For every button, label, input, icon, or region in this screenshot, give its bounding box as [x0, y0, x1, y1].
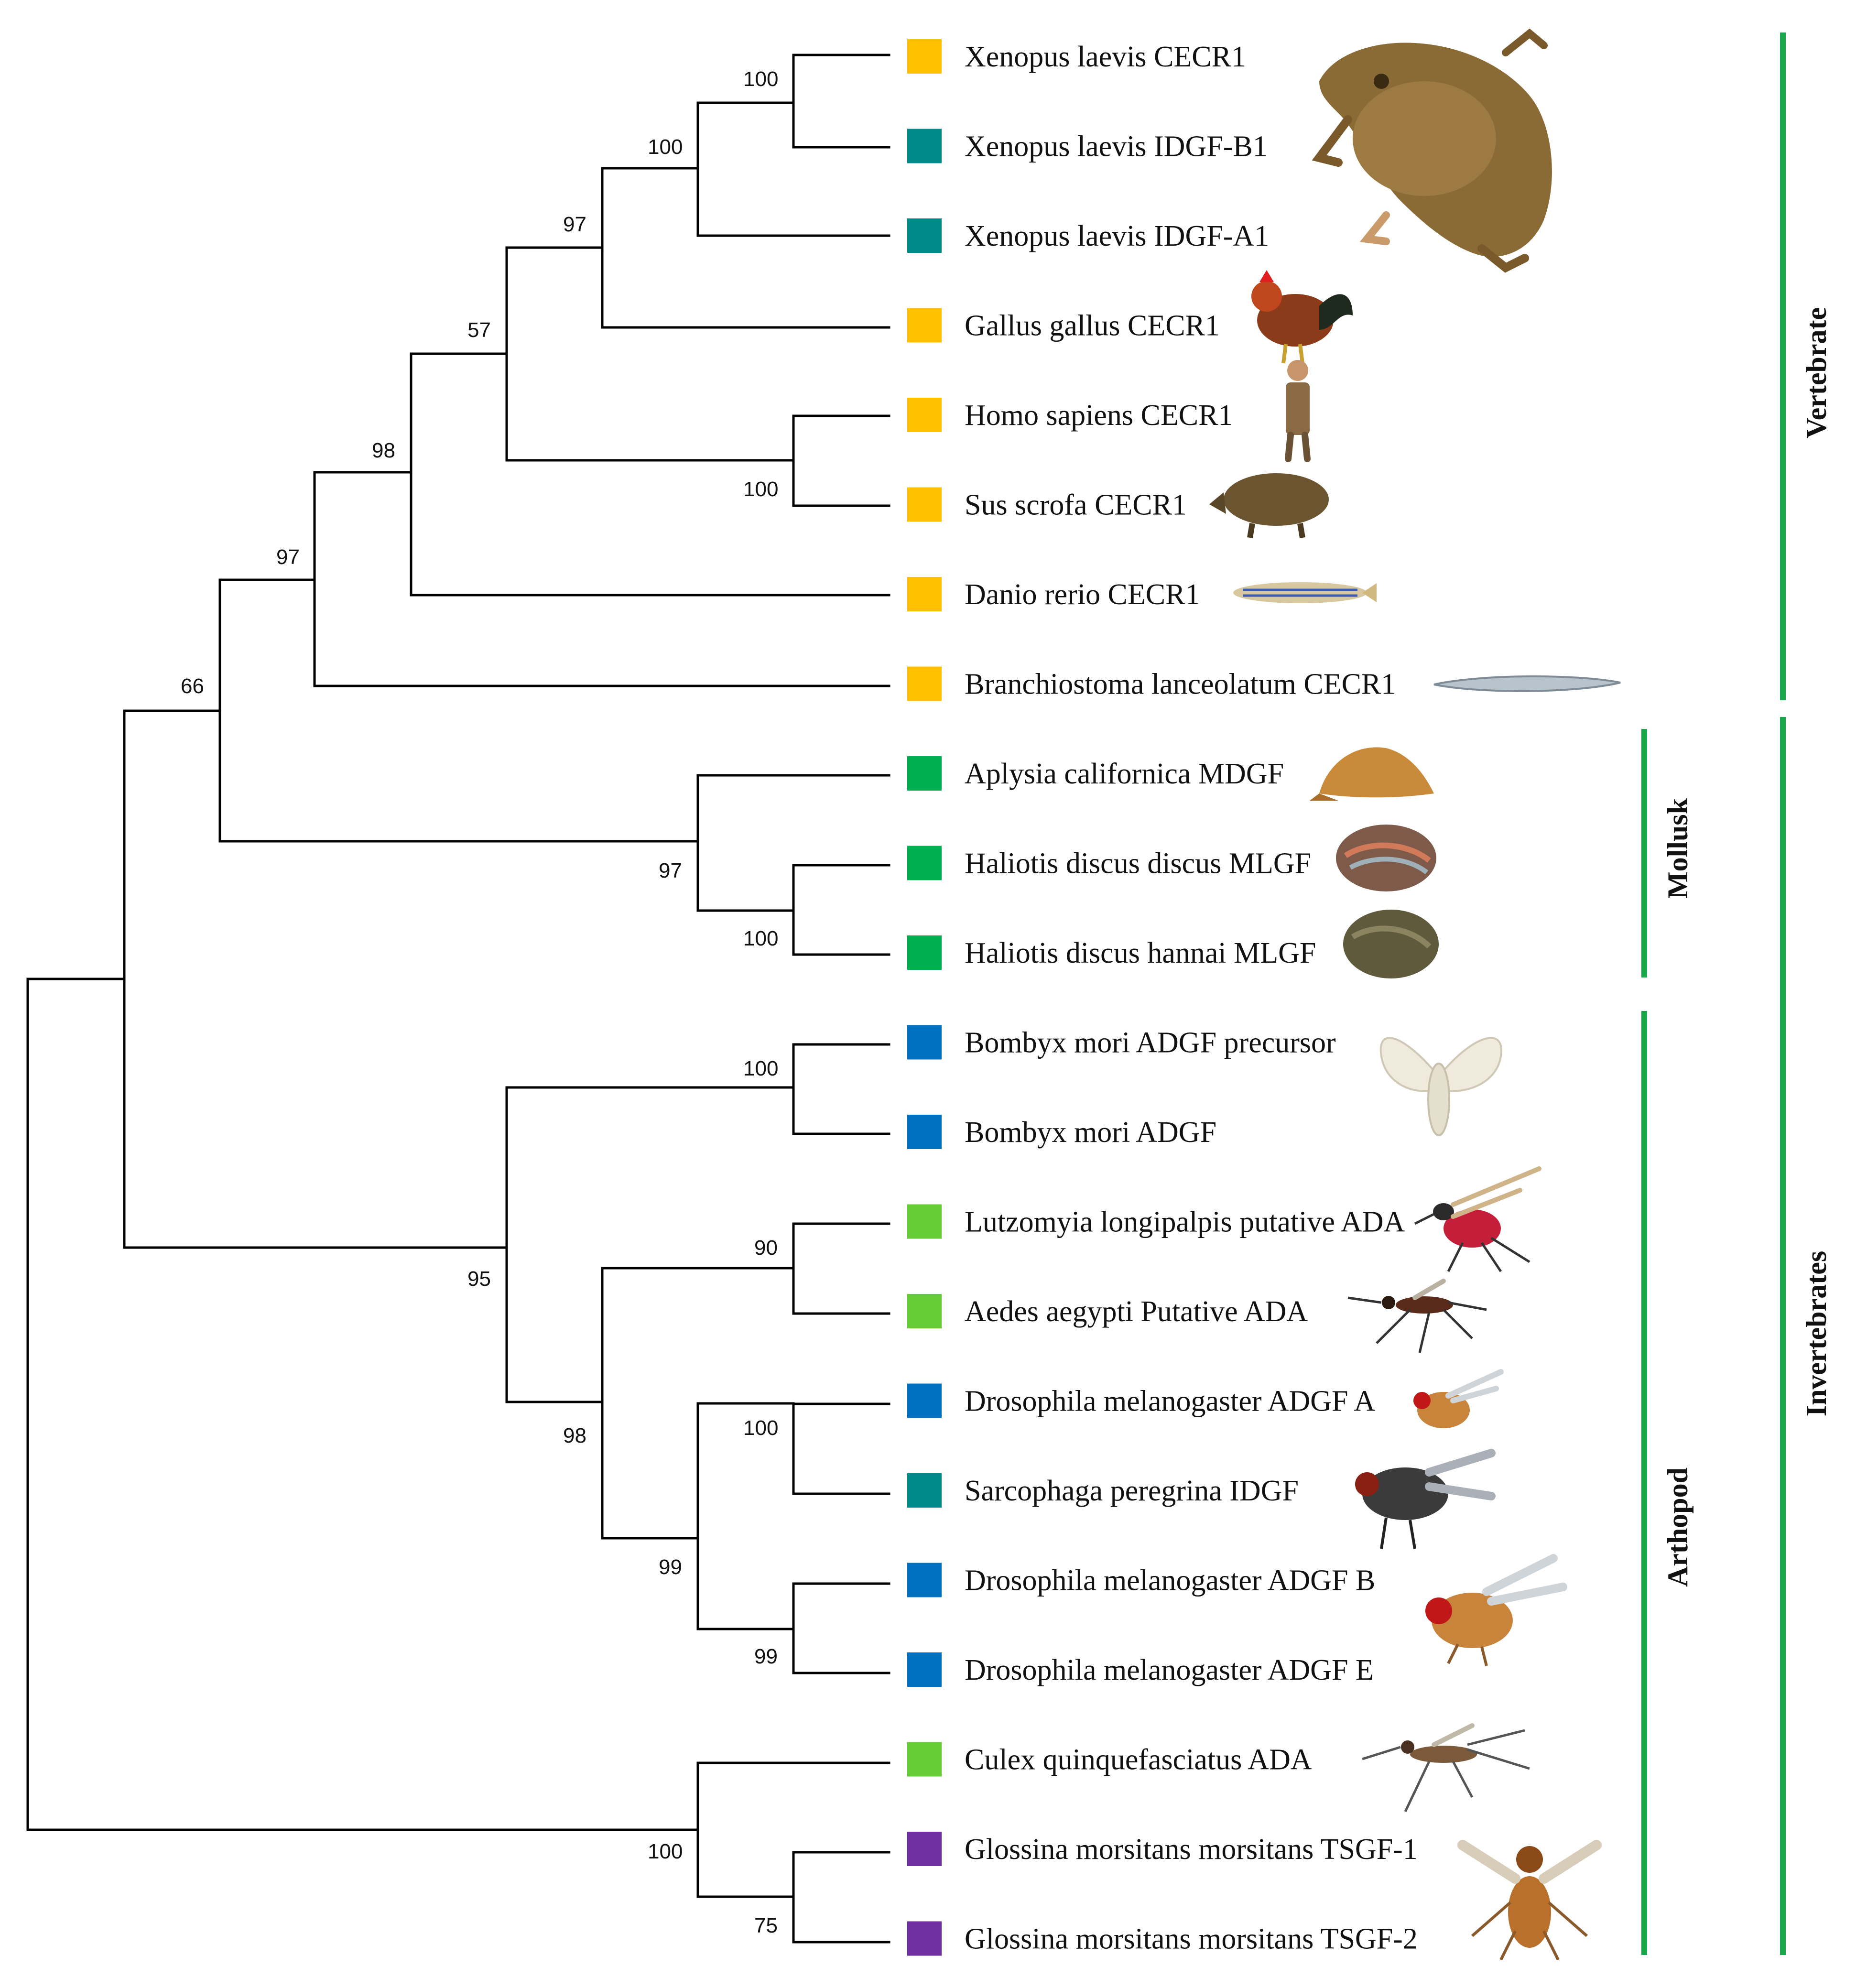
taxon-label: Danio rerio CECR1 [965, 578, 1200, 611]
moth-icon [1379, 1037, 1503, 1136]
human-icon [1285, 360, 1311, 462]
taxon-label: Aedes aegypti Putative ADA [965, 1295, 1308, 1328]
bootstrap-label: 100 [743, 1416, 778, 1440]
taxon-label: Xenopus laevis IDGF-A1 [965, 220, 1269, 252]
taxon-color-marker [907, 487, 942, 522]
bootstrap-label: 99 [659, 1555, 682, 1579]
bootstrap-label: 75 [754, 1914, 778, 1937]
taxon-label: Sus scrofa CECR1 [965, 489, 1187, 521]
sandfly-icon [1414, 1166, 1541, 1272]
bootstrap-label: 100 [648, 135, 683, 159]
tsetse-fly-icon [1457, 1840, 1602, 1961]
arthropod-label: Arthopod [1662, 1467, 1693, 1587]
bootstrap-label: 97 [276, 545, 300, 569]
taxon-label: Glossina morsitans morsitans TSGF-1 [965, 1833, 1418, 1866]
taxon-color-marker [907, 308, 942, 343]
taxon-color-marker [907, 577, 942, 611]
bootstrap-label: 100 [743, 927, 778, 950]
taxon-color-marker [907, 218, 942, 253]
taxon-label: Sarcophaga peregrina IDGF [965, 1475, 1299, 1507]
taxon-color-marker [907, 39, 942, 74]
taxon-label: Xenopus laevis IDGF-B1 [965, 130, 1268, 163]
frog-icon [1312, 28, 1552, 273]
taxon-label: Lutzomyia longipalpis putative ADA [965, 1206, 1405, 1238]
taxon-label: Drosophila melanogaster ADGF A [965, 1385, 1376, 1418]
clade-annotations: Vertebrate Mollusk Arthopod Invertebrate… [1641, 33, 1832, 1955]
flesh-fly-icon [1355, 1449, 1496, 1549]
bootstrap-label: 97 [563, 213, 586, 236]
taxon-label: Bombyx mori ADGF [965, 1116, 1216, 1149]
fruit-fly-icon [1425, 1554, 1567, 1666]
bootstrap-label: 100 [743, 478, 778, 501]
bootstrap-label: 57 [467, 318, 491, 342]
taxon-color-marker [907, 1294, 942, 1328]
taxon-label: Culex quinquefasciatus ADA [965, 1744, 1312, 1776]
vertebrate-label: Vertebrate [1801, 307, 1832, 438]
lancelet-icon [1433, 675, 1621, 692]
taxon-labels: Xenopus laevis CECR1 Xenopus laevis IDGF-… [907, 39, 1418, 1956]
bootstrap-values: 100 100 97 57 98 97 66 100 97 100 100 95… [181, 67, 778, 1937]
taxon-label: Homo sapiens CECR1 [965, 399, 1233, 432]
fruit-fly-icon [1413, 1369, 1504, 1428]
abalone-icon [1343, 910, 1439, 978]
taxon-label: Haliotis discus hannai MLGF [965, 937, 1316, 969]
mollusk-label: Mollusk [1662, 798, 1693, 899]
taxon-color-marker [907, 756, 942, 791]
taxon-color-marker [907, 1921, 942, 1956]
taxon-color-marker [907, 1652, 942, 1687]
invertebrates-label: Invertebrates [1801, 1251, 1832, 1417]
rooster-icon [1251, 270, 1353, 364]
taxon-color-marker [907, 1383, 942, 1418]
taxon-color-marker [907, 1473, 942, 1508]
bootstrap-label: 98 [563, 1424, 586, 1447]
bootstrap-label: 100 [743, 67, 778, 91]
taxon-label: Xenopus laevis CECR1 [965, 41, 1246, 73]
abalone-icon [1336, 825, 1436, 891]
sea-hare-icon [1310, 747, 1434, 801]
taxon-color-marker [907, 1742, 942, 1777]
bootstrap-label: 100 [648, 1840, 683, 1863]
taxon-color-marker [907, 398, 942, 432]
bootstrap-label: 66 [181, 674, 204, 698]
mosquito-icon [1362, 1723, 1530, 1813]
taxon-label: Haliotis discus discus MLGF [965, 847, 1311, 880]
organism-illustrations [1209, 28, 1621, 1961]
taxon-color-marker [907, 1115, 942, 1149]
taxon-color-marker [907, 1204, 942, 1239]
taxon-label: Bombyx mori ADGF precursor [965, 1027, 1336, 1059]
bootstrap-label: 98 [372, 439, 395, 462]
taxon-color-marker [907, 935, 942, 970]
bootstrap-label: 100 [743, 1057, 778, 1080]
taxon-color-marker [907, 1025, 942, 1060]
taxon-label: Aplysia californica MDGF [965, 758, 1284, 790]
taxon-label: Glossina morsitans morsitans TSGF-2 [965, 1923, 1418, 1955]
taxon-color-marker [907, 129, 942, 163]
tree-branches [26, 54, 890, 1944]
bootstrap-label: 90 [754, 1236, 778, 1260]
taxon-color-marker [907, 1563, 942, 1597]
bootstrap-label: 99 [754, 1645, 778, 1668]
taxon-label: Drosophila melanogaster ADGF B [965, 1564, 1375, 1597]
taxon-label: Drosophila melanogaster ADGF E [965, 1654, 1374, 1686]
bootstrap-label: 95 [467, 1267, 491, 1291]
bootstrap-label: 97 [659, 859, 682, 882]
mosquito-icon [1347, 1279, 1487, 1353]
taxon-color-marker [907, 846, 942, 880]
taxon-label: Gallus gallus CECR1 [965, 310, 1220, 342]
boar-icon [1209, 473, 1329, 538]
taxon-label: Branchiostoma lanceolatum CECR1 [965, 668, 1396, 701]
zebrafish-icon [1233, 582, 1377, 603]
taxon-color-marker [907, 1832, 942, 1866]
taxon-color-marker [907, 666, 942, 701]
